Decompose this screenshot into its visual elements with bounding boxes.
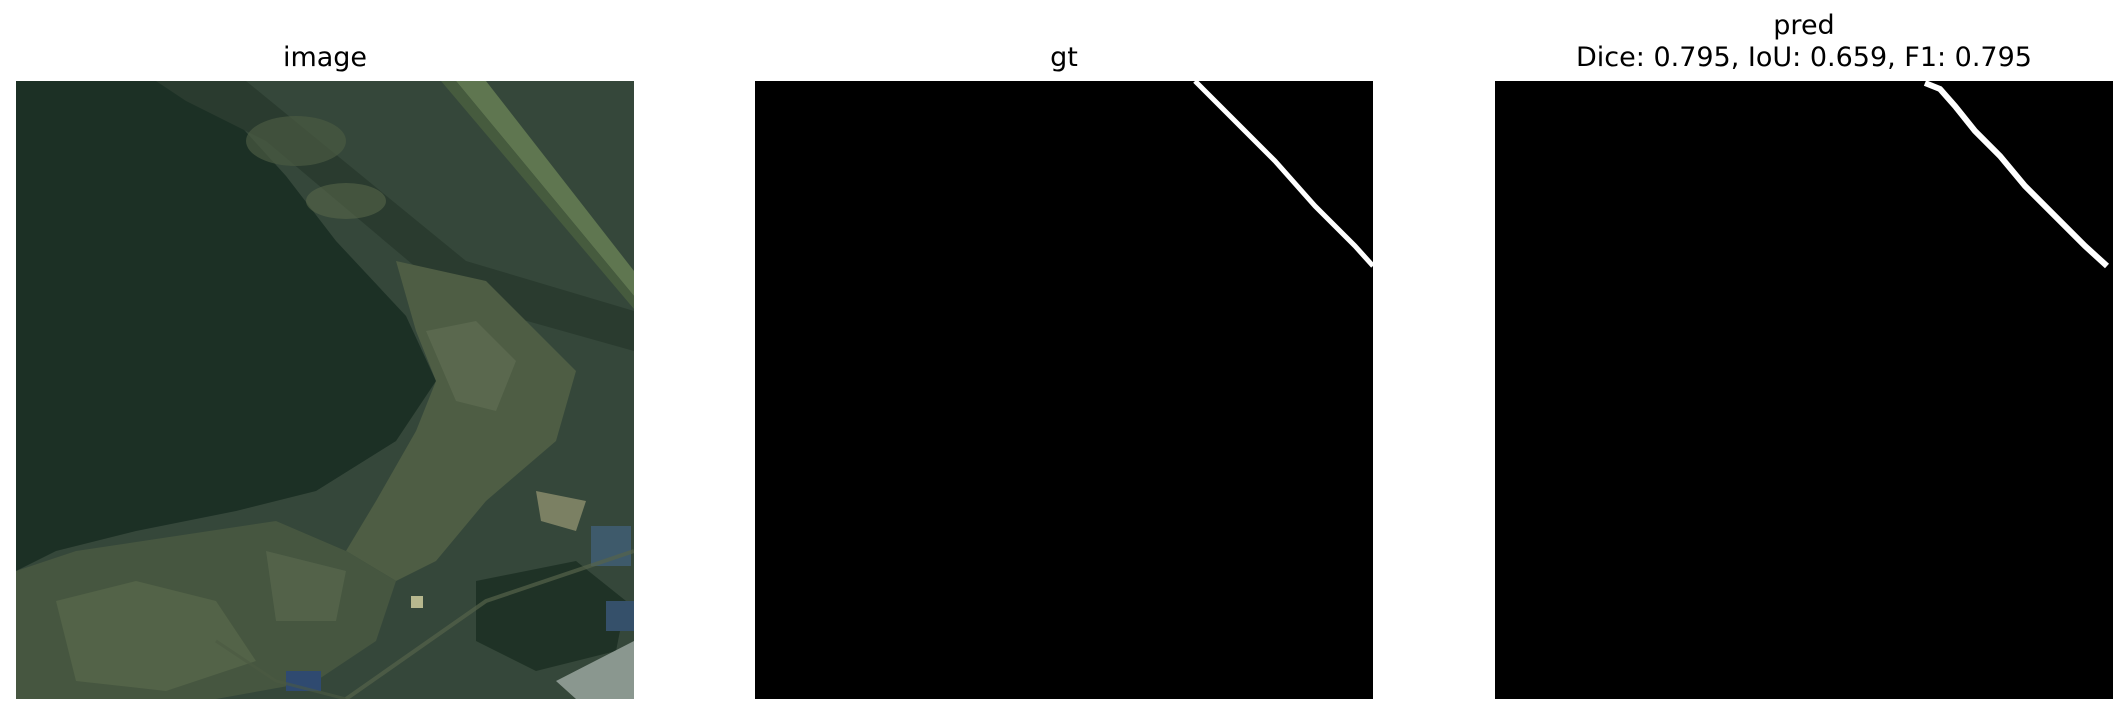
gt-mask bbox=[755, 81, 1373, 699]
gt-mask-line bbox=[1193, 81, 1373, 268]
satellite-image bbox=[16, 81, 634, 699]
panel-title-gt: gt bbox=[1050, 42, 1078, 73]
pred-mask-panel bbox=[1495, 81, 2113, 699]
panel-title-image: image bbox=[282, 42, 368, 73]
metrics-subtitle: Dice: 0.795, IoU: 0.659, F1: 0.795 bbox=[1576, 42, 2032, 73]
gt-mask-panel bbox=[755, 81, 1373, 699]
satellite-image-panel bbox=[16, 81, 634, 699]
pred-mask-line bbox=[1923, 81, 2110, 269]
panel-title-pred: pred Dice: 0.795, IoU: 0.659, F1: 0.795 bbox=[1495, 10, 2113, 74]
pred-mask bbox=[1495, 81, 2113, 699]
